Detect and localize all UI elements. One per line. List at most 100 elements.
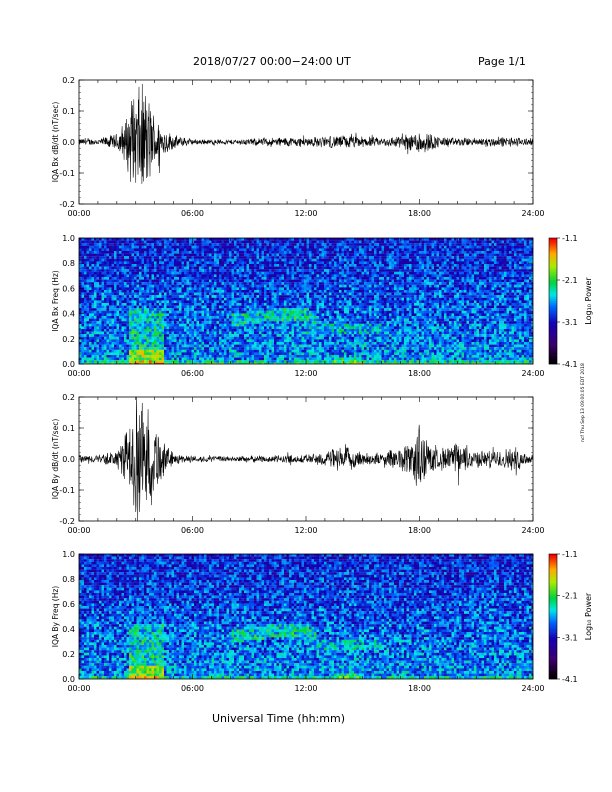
spectrogram-cell <box>449 243 452 246</box>
spectrogram-cell <box>434 285 437 288</box>
spectrogram-cell <box>224 251 227 254</box>
spectrogram-cell <box>132 267 135 270</box>
spectrogram-cell <box>142 303 145 306</box>
spectrogram-cell <box>199 282 202 285</box>
spectrogram-cell <box>509 285 512 288</box>
spectrogram-cell <box>274 243 277 246</box>
spectrogram-cell <box>264 295 267 298</box>
spectrogram-cell <box>189 251 192 254</box>
spectrogram-cell <box>124 290 127 293</box>
spectrogram-cell <box>154 293 157 296</box>
spectrogram-cell <box>364 246 367 249</box>
spectrogram-cell <box>254 259 257 262</box>
spectrogram-cell <box>472 285 475 288</box>
spectrogram-cell <box>357 267 360 270</box>
spectrogram-cell <box>507 303 510 306</box>
spectrogram-cell <box>494 280 497 283</box>
spectrogram-cell <box>247 264 250 267</box>
spectrogram-cell <box>182 256 185 259</box>
spectrogram-cell <box>417 300 420 303</box>
spectrogram-cell <box>359 241 362 244</box>
spectrogram-cell <box>452 259 455 262</box>
spectrogram-cell <box>437 290 440 293</box>
spectrogram-cell <box>492 251 495 254</box>
spectrogram-cell <box>162 282 165 285</box>
spectrogram-cell <box>472 241 475 244</box>
spectrogram-cell <box>479 280 482 283</box>
spectrogram-cell <box>182 277 185 280</box>
spectrogram-cell <box>409 256 412 259</box>
spectrogram-cell <box>384 241 387 244</box>
spectrogram-cell <box>274 248 277 251</box>
spectrogram-cell <box>269 277 272 280</box>
spectrogram-cell <box>257 243 260 246</box>
spectrogram-cell <box>432 254 435 257</box>
spectrogram-cell <box>302 280 305 283</box>
spectrogram-cell <box>494 274 497 277</box>
spectrogram-cell <box>394 293 397 296</box>
spectrogram-cell <box>472 259 475 262</box>
spectrogram-cell <box>157 274 160 277</box>
spectrogram-cell <box>412 241 415 244</box>
spectrogram-cell <box>472 261 475 264</box>
spectrogram-cell <box>234 264 237 267</box>
spectrogram-cell <box>524 295 527 298</box>
spectrogram-cell <box>472 267 475 270</box>
spectrogram-cell <box>389 306 392 309</box>
spectrogram-cell <box>132 298 135 301</box>
spectrogram-cell <box>409 267 412 270</box>
spectrogram-cell <box>504 280 507 283</box>
spectrogram-cell <box>447 267 450 270</box>
spectrogram-cell <box>139 282 142 285</box>
spectrogram-cell <box>174 272 177 275</box>
spectrogram-cell <box>514 290 517 293</box>
spectrogram-cell <box>469 251 472 254</box>
spectrogram-cell <box>122 248 125 251</box>
spectrogram-cell <box>277 246 280 249</box>
spectrogram-cell <box>252 285 255 288</box>
spectrogram-cell <box>197 261 200 264</box>
spectrogram-cell <box>492 259 495 262</box>
spectrogram-cell <box>289 238 292 241</box>
spectrogram-cell <box>442 295 445 298</box>
panel-1 <box>79 80 533 204</box>
spectrogram-cell <box>177 264 180 267</box>
spectrogram-cell <box>474 267 477 270</box>
spectrogram-cell <box>432 238 435 241</box>
spectrogram-cell <box>309 295 312 298</box>
spectrogram-cell <box>482 300 485 303</box>
spectrogram-cell <box>264 238 267 241</box>
spectrogram-cell <box>217 295 220 298</box>
spectrogram-cell <box>524 241 527 244</box>
spectrogram-cell <box>129 254 132 257</box>
spectrogram-cell <box>507 259 510 262</box>
spectrogram-cell <box>92 306 95 309</box>
spectrogram-cell <box>107 290 110 293</box>
spectrogram-cell <box>192 303 195 306</box>
spectrogram-cell <box>139 300 142 303</box>
spectrogram-cell <box>342 306 345 309</box>
spectrogram-cell <box>399 282 402 285</box>
spectrogram-cell <box>412 269 415 272</box>
spectrogram-cell <box>82 295 85 298</box>
spectrogram-cell <box>524 287 527 290</box>
spectrogram-cell <box>202 243 205 246</box>
spectrogram-cell <box>522 248 525 251</box>
spectrogram-cell <box>97 272 100 275</box>
spectrogram-cell <box>189 287 192 290</box>
spectrogram-cell <box>417 261 420 264</box>
spectrogram-cell <box>467 274 470 277</box>
spectrogram-cell <box>312 274 315 277</box>
spectrogram-cell <box>472 251 475 254</box>
spectrogram-cell <box>117 282 120 285</box>
spectrogram-cell <box>179 285 182 288</box>
spectrogram-cell <box>89 300 92 303</box>
spectrogram-cell <box>182 274 185 277</box>
spectrogram-cell <box>252 254 255 257</box>
spectrogram-cell <box>412 246 415 249</box>
spectrogram-cell <box>212 269 215 272</box>
spectrogram-cell <box>384 238 387 241</box>
spectrogram-cell <box>352 256 355 259</box>
spectrogram-cell <box>142 298 145 301</box>
spectrogram-cell <box>322 259 325 262</box>
